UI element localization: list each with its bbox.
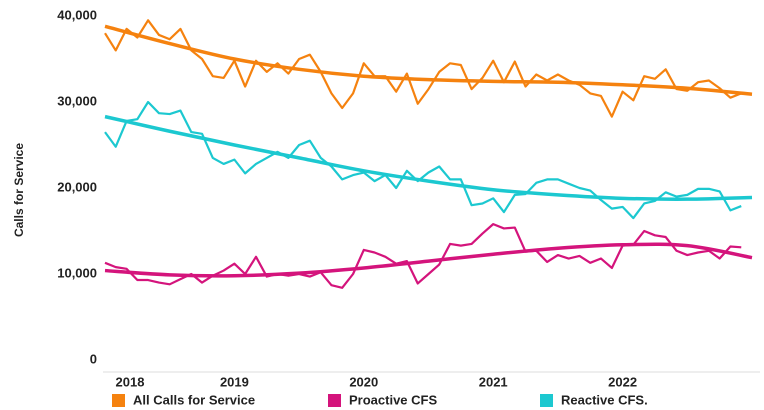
series-line	[104, 100, 742, 220]
y-axis-label: Calls for Service	[12, 143, 26, 237]
legend-swatch	[540, 394, 553, 407]
x-tick-label: 2022	[608, 374, 637, 389]
y-tick-label: 0	[90, 351, 97, 366]
legend-label: Proactive CFS	[349, 392, 437, 407]
y-tick-label: 40,000	[57, 7, 97, 22]
legend-label: Reactive CFS.	[561, 392, 648, 407]
legend-swatch	[112, 394, 125, 407]
x-tick-label: 2018	[116, 374, 145, 389]
x-tick-label: 2021	[479, 374, 508, 389]
trend-line	[104, 114, 753, 201]
y-tick-label: 30,000	[57, 93, 97, 108]
series-line	[104, 19, 742, 118]
y-tick-label: 10,000	[57, 265, 97, 280]
y-tick-label: 20,000	[57, 179, 97, 194]
trend-line	[104, 24, 753, 97]
legend-label: All Calls for Service	[133, 392, 255, 407]
x-tick-label: 2020	[349, 374, 378, 389]
series-line	[104, 223, 742, 289]
trend-line	[104, 242, 753, 278]
x-tick-label: 2019	[220, 374, 249, 389]
legend-swatch	[328, 394, 341, 407]
